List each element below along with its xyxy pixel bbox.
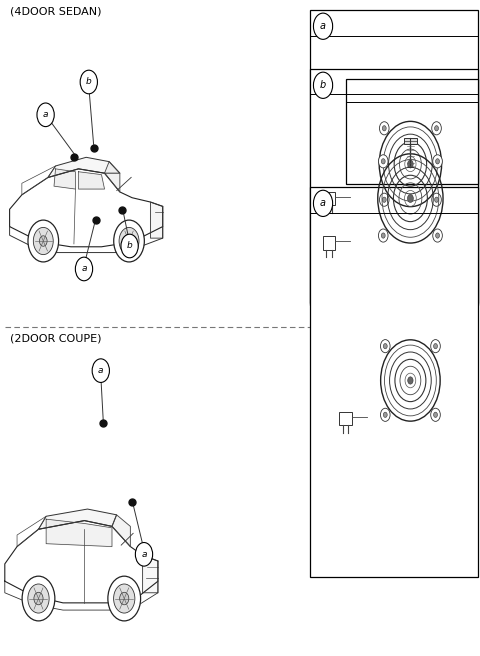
Bar: [323, 192, 335, 205]
Polygon shape: [48, 157, 120, 178]
Circle shape: [433, 344, 437, 349]
Text: 96350F: 96350F: [390, 182, 426, 192]
Polygon shape: [38, 509, 117, 529]
Circle shape: [135, 543, 153, 566]
Bar: [310, 187, 478, 577]
Circle shape: [114, 220, 144, 262]
Bar: [323, 237, 335, 250]
Circle shape: [431, 408, 440, 421]
Polygon shape: [143, 555, 158, 593]
Text: a: a: [98, 366, 104, 375]
Text: b: b: [127, 241, 132, 251]
Circle shape: [381, 233, 385, 238]
Text: 1491AD: 1491AD: [314, 317, 350, 326]
Bar: [346, 79, 478, 184]
Circle shape: [436, 233, 440, 238]
Circle shape: [108, 576, 141, 621]
Text: (2DOOR COUPE): (2DOOR COUPE): [10, 333, 101, 343]
Circle shape: [120, 592, 129, 605]
Bar: [310, 10, 478, 305]
Circle shape: [119, 228, 139, 255]
Text: b: b: [86, 77, 92, 87]
Polygon shape: [105, 161, 120, 192]
Circle shape: [313, 72, 333, 98]
Circle shape: [383, 197, 386, 202]
Bar: [339, 412, 352, 425]
Circle shape: [34, 592, 43, 605]
Circle shape: [384, 412, 387, 417]
Text: 86591: 86591: [396, 85, 427, 95]
Text: 96301: 96301: [324, 283, 355, 294]
Bar: [310, 69, 478, 303]
Circle shape: [39, 236, 47, 246]
Circle shape: [378, 229, 388, 242]
Text: b: b: [320, 80, 326, 91]
Circle shape: [92, 359, 109, 382]
Circle shape: [408, 160, 413, 168]
Circle shape: [28, 220, 59, 262]
Circle shape: [313, 190, 333, 216]
Circle shape: [75, 257, 93, 281]
Polygon shape: [112, 515, 131, 546]
Text: a: a: [141, 550, 147, 559]
Circle shape: [381, 340, 390, 353]
Text: a: a: [320, 21, 326, 31]
Circle shape: [432, 122, 441, 135]
Circle shape: [433, 412, 437, 417]
Circle shape: [434, 197, 438, 202]
Circle shape: [28, 584, 49, 613]
Bar: [404, 138, 417, 144]
Circle shape: [33, 228, 53, 255]
Text: 1141AA: 1141AA: [314, 245, 350, 254]
Circle shape: [408, 194, 413, 203]
Circle shape: [383, 126, 386, 131]
Circle shape: [381, 408, 390, 421]
Polygon shape: [150, 202, 163, 238]
Text: a: a: [320, 198, 326, 209]
Polygon shape: [54, 169, 75, 189]
Circle shape: [378, 155, 388, 168]
Circle shape: [408, 377, 413, 384]
Text: (4DOOR SEDAN): (4DOOR SEDAN): [10, 7, 101, 16]
Circle shape: [380, 122, 389, 135]
Circle shape: [433, 229, 443, 242]
Circle shape: [381, 159, 385, 164]
Circle shape: [80, 70, 97, 94]
Circle shape: [114, 584, 135, 613]
Text: a: a: [81, 264, 87, 274]
Text: 96301: 96301: [324, 281, 355, 292]
Polygon shape: [46, 519, 112, 546]
Circle shape: [432, 193, 441, 206]
Circle shape: [121, 234, 138, 258]
Circle shape: [431, 340, 440, 353]
Circle shape: [313, 13, 333, 39]
Circle shape: [125, 236, 133, 246]
Circle shape: [436, 159, 440, 164]
Circle shape: [434, 126, 438, 131]
Polygon shape: [79, 172, 105, 189]
Text: 96360D: 96360D: [384, 72, 422, 83]
Circle shape: [433, 155, 443, 168]
Text: 1018AD: 1018AD: [314, 281, 350, 290]
Circle shape: [37, 103, 54, 127]
Circle shape: [384, 344, 387, 349]
Text: 96330D: 96330D: [384, 18, 422, 28]
Text: a: a: [43, 110, 48, 119]
Circle shape: [22, 576, 55, 621]
Circle shape: [380, 193, 389, 206]
